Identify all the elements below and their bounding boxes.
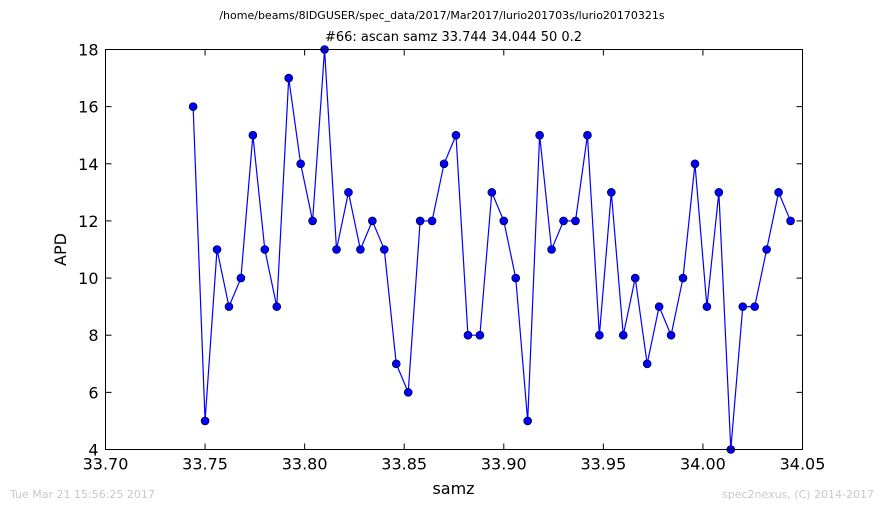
data-point — [583, 130, 592, 140]
y-tick-label: 12 — [78, 212, 98, 231]
data-point — [762, 245, 771, 254]
data-point — [786, 216, 795, 226]
data-point — [666, 330, 676, 340]
data-point — [702, 302, 712, 311]
data-point — [607, 188, 616, 197]
x-tick-label: 33.95 — [580, 455, 626, 474]
data-point — [236, 273, 246, 283]
data-point — [547, 245, 556, 254]
chart-title: #66: ascan samz 33.744 34.044 50 0.2 — [324, 30, 583, 45]
x-tick-label: 33.85 — [381, 455, 427, 474]
data-point — [356, 245, 365, 254]
data-point — [368, 216, 377, 226]
x-tick-label: 34.00 — [680, 455, 726, 474]
x-tick-label: 33.70 — [83, 455, 129, 474]
data-point — [284, 73, 294, 83]
data-point — [415, 216, 425, 226]
y-tick-label: 18 — [78, 41, 98, 60]
x-tick-label: 33.75 — [182, 455, 228, 474]
x-axis-label: samz — [432, 479, 474, 498]
data-point — [439, 159, 449, 169]
data-point — [511, 273, 521, 283]
data-point — [750, 302, 760, 311]
data-point — [690, 159, 700, 169]
data-point — [774, 188, 783, 197]
data-point — [618, 330, 628, 340]
data-point — [499, 216, 509, 226]
data-point — [523, 416, 532, 426]
data-point — [451, 130, 461, 140]
data-point — [487, 188, 497, 197]
data-point — [642, 359, 652, 369]
series-line — [192, 49, 792, 450]
data-point — [272, 302, 282, 311]
data-point — [571, 216, 580, 226]
y-tick-label: 6 — [88, 383, 98, 402]
plot-frame — [105, 49, 803, 450]
y-axis-label: APD — [51, 233, 70, 266]
data-point — [344, 188, 353, 197]
y-tick-label: 8 — [88, 326, 98, 345]
data-point — [212, 245, 222, 254]
data-point — [738, 302, 748, 311]
data-point — [296, 159, 305, 169]
y-tick-label: 10 — [78, 269, 98, 288]
data-point — [535, 130, 544, 140]
tick-layer: 33.70 33.75 33.80 33.85 33.90 33.95 34.00 34.05… — [78, 41, 825, 474]
file-path-header: /home/beams/8IDGUSER/spec_data/2017/Mar2… — [219, 9, 665, 22]
data-point — [427, 216, 437, 226]
data-point — [308, 216, 317, 226]
data-point — [248, 130, 258, 140]
data-point — [595, 330, 604, 340]
footer-credit: spec2nexus, (C) 2014-2017 — [722, 488, 874, 501]
plot-layer — [188, 45, 795, 454]
y-tick-label: 16 — [78, 98, 98, 117]
footer-timestamp: Tue Mar 21 15:56:25 2017 — [10, 488, 155, 501]
data-point — [391, 359, 401, 369]
data-point — [224, 302, 234, 311]
data-point — [200, 416, 210, 426]
x-tick-label: 34.05 — [780, 455, 826, 474]
y-tick-label: 14 — [78, 155, 98, 174]
data-point — [678, 273, 688, 283]
x-tick-label: 33.90 — [481, 455, 527, 474]
data-point — [630, 273, 640, 283]
data-point — [332, 245, 341, 254]
data-point — [475, 330, 485, 340]
data-point — [379, 245, 389, 254]
data-point — [260, 245, 270, 254]
data-point — [559, 216, 568, 226]
data-point — [403, 388, 413, 397]
data-point — [188, 102, 198, 111]
data-point — [654, 302, 664, 311]
data-point — [714, 188, 724, 197]
x-tick-label: 33.80 — [282, 455, 328, 474]
data-point — [463, 330, 473, 340]
y-tick-label: 4 — [88, 441, 98, 460]
